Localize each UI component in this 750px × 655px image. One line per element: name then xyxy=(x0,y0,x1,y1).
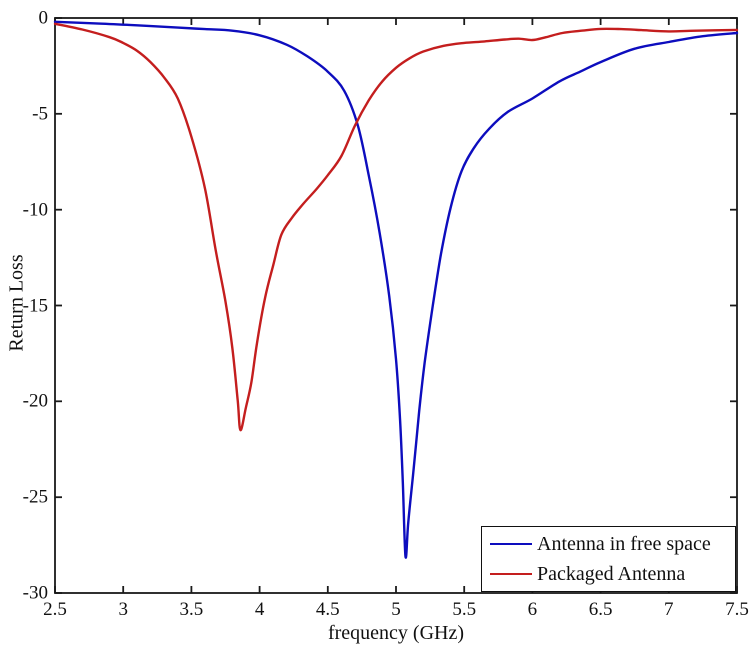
series-curve-1 xyxy=(53,22,739,432)
x-tick-label: 6 xyxy=(527,599,538,620)
legend-label: Packaged Antenna xyxy=(537,562,686,585)
y-tick-label: -25 xyxy=(22,486,48,508)
x-tick-label: 3 xyxy=(118,599,128,620)
y-tick-label: 0 xyxy=(38,7,49,29)
legend-label: Antenna in free space xyxy=(537,532,711,555)
x-tick-label: 3.5 xyxy=(179,599,204,620)
y-tick-label: -30 xyxy=(22,582,48,604)
plot-box xyxy=(54,17,738,594)
legend: Antenna in free space Packaged Antenna xyxy=(481,526,736,592)
x-tick-label: 2.5 xyxy=(43,599,67,620)
y-axis-title: Return Loss xyxy=(5,253,28,352)
x-tick-label: 4 xyxy=(254,599,265,620)
y-tick-label: -15 xyxy=(22,295,48,316)
series-curve-0 xyxy=(53,20,739,559)
x-tick-label: 6.5 xyxy=(588,599,613,620)
legend-item-0: Antenna in free space xyxy=(490,529,729,559)
legend-line-sample xyxy=(490,573,532,575)
x-tick-label: 7.5 xyxy=(725,599,749,620)
legend-line-sample xyxy=(490,543,532,545)
x-tick-label: 7 xyxy=(664,599,674,620)
y-tick-label: -10 xyxy=(22,199,48,221)
x-tick-label: 4.5 xyxy=(315,599,340,620)
y-tick-label: -5 xyxy=(32,103,48,125)
x-tick-label: 5 xyxy=(391,599,401,620)
x-axis-title: frequency (GHz) xyxy=(327,622,465,644)
y-tick-label: -20 xyxy=(22,390,48,412)
legend-item-1: Packaged Antenna xyxy=(490,559,729,589)
x-tick-label: 5.5 xyxy=(452,599,477,620)
